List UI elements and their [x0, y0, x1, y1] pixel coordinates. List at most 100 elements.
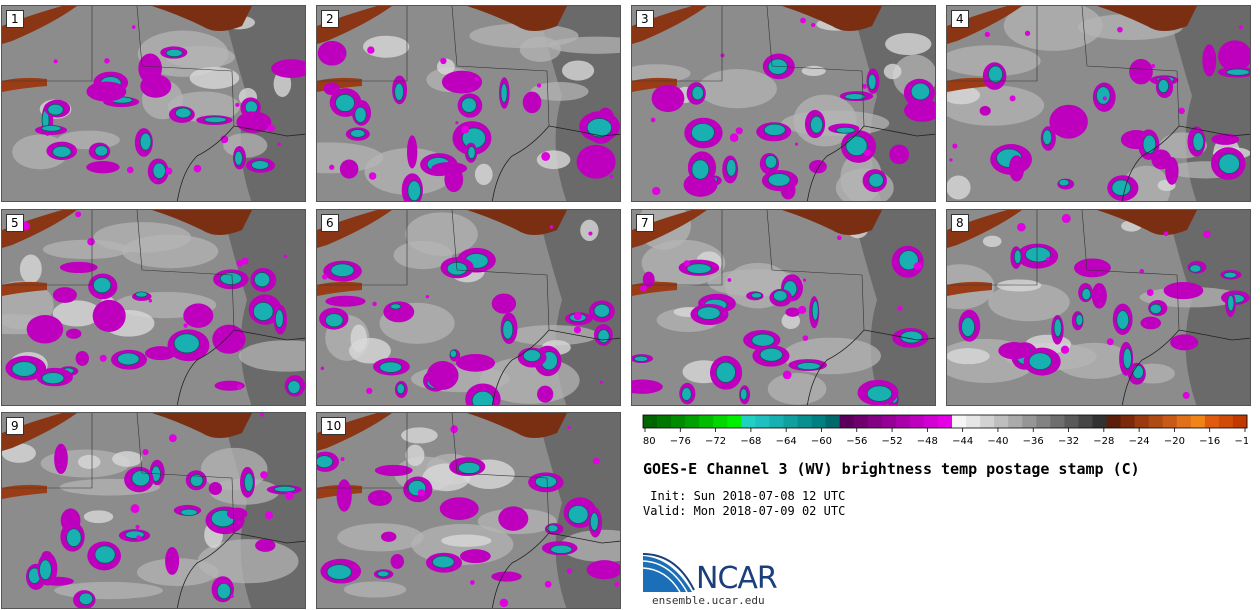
very-cold-cloud-top — [354, 106, 367, 123]
stamp-panel-9[interactable]: 9 — [1, 412, 306, 609]
cold-cloud-top — [1211, 133, 1240, 145]
cold-cloud-top — [642, 271, 655, 288]
stamp-panel-8[interactable]: 8 — [946, 209, 1251, 406]
colorbar-swatch — [1106, 415, 1121, 428]
very-cold-cloud-top — [135, 291, 148, 298]
colorbar-swatch — [1078, 415, 1093, 428]
very-cold-cloud-top — [988, 65, 1004, 83]
coastline — [491, 532, 550, 608]
colorbar-tick-label: −72 — [705, 436, 726, 447]
cloud-fleck — [75, 211, 82, 218]
colorbar-swatch — [923, 415, 939, 428]
very-cold-cloud-top — [1013, 249, 1022, 264]
cloud-fleck — [1117, 26, 1123, 33]
colorbar-tick-label: −32 — [1058, 436, 1079, 447]
very-cold-cloud-top — [350, 129, 366, 138]
colorbar-tick-label: −60 — [811, 436, 832, 447]
wv-map-4 — [947, 6, 1250, 201]
state-border — [766, 210, 865, 331]
very-cold-cloud-top — [390, 303, 402, 310]
very-cold-cloud-top — [94, 545, 116, 564]
dry-streak — [947, 281, 992, 296]
cloud-fleck — [499, 598, 509, 608]
very-cold-cloud-top — [633, 355, 649, 362]
very-cold-cloud-top — [117, 352, 140, 366]
cloud-fleck — [455, 121, 459, 125]
very-cold-cloud-top — [92, 277, 112, 294]
cloud-fleck — [802, 278, 807, 282]
wv-map-8 — [947, 210, 1250, 405]
state-border — [451, 210, 550, 331]
moist-swath — [530, 82, 589, 101]
very-cold-cloud-top — [253, 272, 271, 288]
cold-cloud-top — [632, 379, 663, 394]
very-cold-cloud-top — [330, 263, 355, 277]
very-cold-cloud-top — [1042, 129, 1053, 146]
cloud-fleck — [470, 580, 475, 585]
cold-cloud-top — [522, 91, 542, 114]
colorbar-swatch — [699, 415, 714, 428]
cold-cloud-top — [455, 353, 496, 372]
colorbar-tick-label: −44 — [952, 436, 973, 447]
very-cold-cloud-top — [461, 97, 477, 113]
cloud-fleck — [193, 164, 202, 173]
stamp-panel-3[interactable]: 3 — [631, 5, 936, 202]
very-cold-cloud-top — [844, 93, 866, 100]
state-border — [451, 413, 550, 534]
cloud-fleck — [130, 504, 140, 514]
moist-swath — [441, 534, 492, 547]
cloud-fleck — [720, 53, 725, 58]
moist-swath — [121, 234, 219, 269]
cloud-fleck — [329, 164, 335, 170]
stamp-panel-10[interactable]: 10 — [316, 412, 621, 609]
site-url[interactable]: ensemble.ucar.edu — [652, 594, 765, 607]
very-cold-cloud-top — [47, 103, 64, 116]
very-cold-cloud-top — [234, 150, 243, 166]
state-border — [766, 6, 865, 127]
dry-jet-top — [467, 210, 567, 235]
stamp-panel-6[interactable]: 6 — [316, 209, 621, 406]
stamp-panel-1[interactable]: 1 — [1, 5, 306, 202]
coastline — [548, 125, 620, 137]
moist-swath — [996, 279, 1042, 292]
colorbar-swatch — [909, 415, 925, 428]
very-cold-cloud-top — [1226, 68, 1250, 76]
colorbar-swatch — [1190, 415, 1206, 428]
moist-swath — [1003, 6, 1103, 51]
very-cold-cloud-top — [317, 455, 334, 469]
wv-map-6 — [317, 210, 620, 405]
very-cold-cloud-top — [534, 475, 558, 488]
wv-map-3 — [632, 6, 935, 201]
moist-swath — [883, 63, 902, 80]
colorbar-swatch — [1134, 415, 1150, 428]
cloud-fleck — [861, 83, 867, 89]
cold-cloud-top — [92, 299, 126, 333]
state-border — [136, 6, 235, 127]
stamp-panel-7[interactable]: 7 — [631, 209, 936, 406]
very-cold-cloud-top — [867, 73, 877, 90]
colorbar-tick-label: −76 — [670, 436, 691, 447]
moist-swath — [401, 427, 438, 444]
cold-cloud-top — [1165, 157, 1179, 185]
stamp-panel-4[interactable]: 4 — [946, 5, 1251, 202]
very-cold-cloud-top — [1028, 352, 1052, 371]
cold-cloud-top — [1170, 334, 1199, 351]
very-cold-cloud-top — [522, 349, 541, 362]
cold-cloud-top — [86, 81, 127, 102]
cold-cloud-top — [26, 315, 64, 344]
member-label: 3 — [636, 10, 654, 28]
cold-cloud-top — [65, 328, 82, 339]
cold-cloud-top — [406, 135, 418, 169]
member-label: 1 — [6, 10, 24, 28]
moist-swath — [350, 324, 367, 353]
stamp-panel-2[interactable]: 2 — [316, 5, 621, 202]
dry-jet-top — [467, 413, 567, 438]
stamp-panel-5[interactable]: 5 — [1, 209, 306, 406]
cloud-fleck — [367, 46, 375, 54]
very-cold-cloud-top — [1122, 347, 1132, 370]
very-cold-cloud-top — [407, 180, 421, 201]
dry-jet-west — [632, 6, 707, 44]
cold-cloud-top — [651, 84, 685, 113]
very-cold-cloud-top — [773, 290, 788, 302]
colorbar-swatch — [994, 415, 1009, 428]
